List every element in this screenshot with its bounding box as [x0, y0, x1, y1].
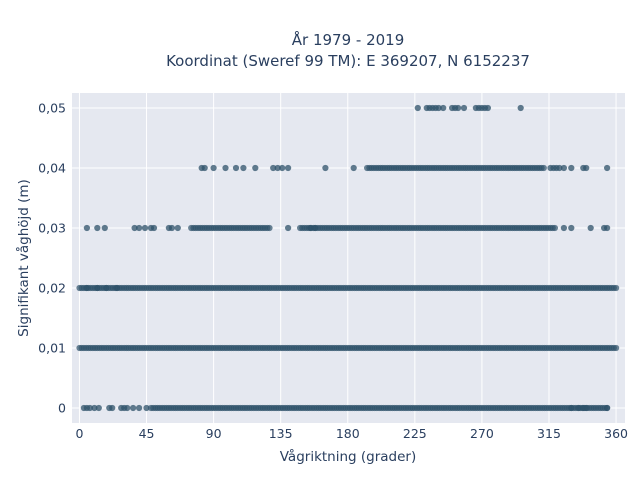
series-points: [76, 284, 620, 292]
data-point: [86, 404, 93, 412]
y-axis-ticks: 0 0,01 0,02 0,03 0,04 0,05: [38, 101, 66, 416]
y-tick-label: 0,03: [38, 221, 66, 236]
data-point: [109, 404, 116, 412]
data-point: [174, 224, 181, 232]
data-point: [556, 164, 563, 172]
data-point: [232, 164, 240, 172]
data-point: [252, 164, 259, 172]
data-points: [76, 104, 620, 412]
y-axis-title: Signifikant våghöjd (m): [15, 179, 32, 337]
y-tick-label: 0,05: [38, 101, 66, 116]
data-point: [274, 164, 281, 172]
data-point: [575, 404, 582, 412]
chart-title-line1: År 1979 - 2019: [292, 30, 405, 49]
data-point: [136, 404, 143, 412]
series-points: [198, 164, 611, 172]
x-tick-label: 135: [269, 426, 293, 441]
data-point: [440, 104, 447, 112]
data-point: [222, 164, 229, 172]
series-points: [80, 404, 611, 412]
data-point: [517, 104, 524, 112]
plot-area: [72, 93, 625, 423]
data-point: [604, 404, 611, 412]
data-point: [560, 224, 568, 232]
data-point: [83, 284, 90, 292]
y-tick-label: 0,02: [38, 281, 66, 296]
data-point: [311, 224, 319, 232]
data-point: [131, 224, 138, 232]
x-tick-label: 45: [139, 426, 155, 441]
data-point: [435, 104, 442, 112]
y-tick-label: 0: [58, 401, 66, 416]
x-tick-label: 270: [470, 426, 494, 441]
y-tick-label: 0,04: [38, 161, 66, 176]
x-tick-label: 180: [336, 426, 360, 441]
x-axis-title: Vågriktning (grader): [280, 448, 417, 465]
series-points: [414, 104, 524, 112]
data-point: [613, 344, 620, 352]
data-point: [240, 164, 247, 172]
data-point: [150, 224, 158, 232]
data-point: [587, 224, 594, 232]
x-tick-label: 225: [403, 426, 427, 441]
data-point: [285, 224, 292, 232]
data-point: [551, 224, 559, 232]
data-point: [201, 164, 208, 172]
data-point: [94, 284, 101, 292]
data-point: [270, 164, 277, 172]
data-point: [83, 224, 90, 232]
data-point: [613, 284, 620, 292]
data-point: [168, 224, 175, 232]
data-point: [560, 164, 568, 172]
data-point: [568, 224, 575, 232]
data-point: [583, 164, 590, 172]
data-point: [101, 224, 108, 232]
data-point: [568, 404, 575, 412]
data-point: [210, 164, 217, 172]
data-point: [460, 104, 468, 112]
data-point: [322, 164, 329, 172]
data-point: [350, 164, 357, 172]
data-point: [143, 404, 150, 412]
data-point: [130, 404, 137, 412]
data-point: [540, 164, 547, 172]
data-point: [279, 164, 286, 172]
chart-title-line2: Koordinat (Sweref 99 TM): E 369207, N 61…: [166, 52, 530, 70]
data-point: [414, 104, 421, 112]
x-tick-label: 90: [206, 426, 222, 441]
data-point: [95, 404, 102, 412]
series-points: [83, 224, 611, 232]
data-point: [94, 224, 101, 232]
data-point: [604, 224, 611, 232]
data-point: [124, 404, 131, 412]
data-point: [604, 164, 611, 172]
data-point: [141, 224, 149, 232]
data-point: [136, 224, 143, 232]
data-point: [583, 404, 590, 412]
data-point: [113, 284, 120, 292]
data-point: [484, 104, 491, 112]
data-point: [568, 164, 575, 172]
data-point: [455, 104, 462, 112]
data-point: [103, 284, 110, 292]
data-point: [285, 164, 292, 172]
x-axis-ticks: 0 45 90 135 180 225 270 315 360: [75, 426, 628, 441]
y-tick-label: 0,01: [38, 341, 66, 356]
data-point: [266, 224, 273, 232]
x-tick-label: 360: [604, 426, 628, 441]
series-points: [76, 344, 620, 352]
data-point: [307, 224, 314, 232]
x-tick-label: 315: [537, 426, 561, 441]
x-tick-label: 0: [75, 426, 83, 441]
data-point: [91, 404, 98, 412]
